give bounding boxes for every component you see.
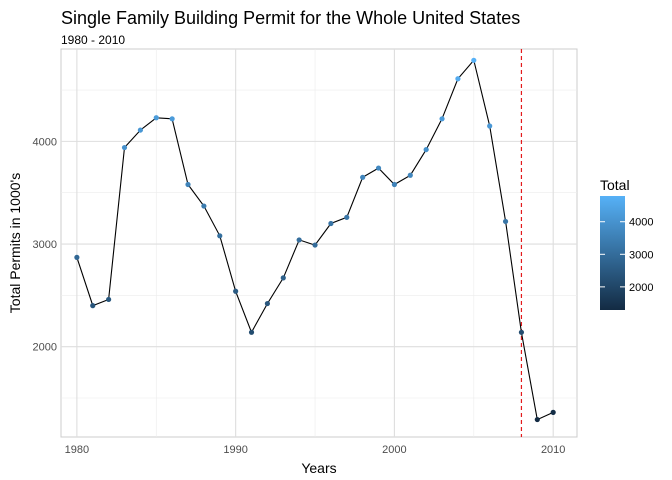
x-axis-title: Years bbox=[301, 460, 336, 476]
data-point bbox=[375, 165, 382, 171]
x-tick-label: 1980 bbox=[65, 444, 89, 456]
data-point bbox=[407, 172, 413, 178]
legend-colorbar bbox=[600, 196, 625, 310]
data-point bbox=[487, 123, 493, 129]
legend-ticks: 2000 3000 4000 bbox=[600, 217, 653, 294]
grid-major bbox=[61, 49, 577, 437]
chart-subtitle: 1980 - 2010 bbox=[61, 33, 125, 47]
data-point bbox=[360, 174, 366, 180]
data-point bbox=[169, 116, 175, 122]
data-point bbox=[185, 181, 191, 188]
data-point bbox=[534, 416, 540, 423]
y-tick-label: 4000 bbox=[33, 136, 57, 148]
chart-title: Single Family Building Permit for the Wh… bbox=[61, 8, 520, 28]
legend-title: Total bbox=[600, 177, 630, 193]
x-axis-ticks: 1980 1990 2000 2010 bbox=[65, 444, 566, 456]
data-point bbox=[502, 218, 509, 225]
legend-tick-label: 2000 bbox=[629, 282, 653, 294]
data-point bbox=[233, 288, 239, 294]
legend: Total 2000 3000 4000 bbox=[600, 177, 653, 310]
data-point bbox=[439, 116, 445, 122]
y-tick-label: 2000 bbox=[33, 342, 57, 354]
x-tick-label: 2010 bbox=[541, 444, 565, 456]
x-tick-label: 2000 bbox=[382, 444, 406, 456]
data-point bbox=[471, 57, 477, 63]
data-point bbox=[217, 233, 223, 239]
points-layer bbox=[74, 57, 556, 423]
data-point bbox=[280, 275, 286, 281]
data-point bbox=[137, 127, 143, 133]
y-axis-title: Total Permits in 1000's bbox=[7, 173, 23, 313]
y-tick-label: 3000 bbox=[33, 239, 57, 251]
data-point bbox=[455, 76, 461, 82]
data-point bbox=[344, 214, 350, 220]
data-point bbox=[550, 409, 556, 415]
data-point bbox=[106, 296, 112, 303]
data-point bbox=[264, 300, 270, 307]
data-point bbox=[296, 237, 302, 243]
data-point bbox=[312, 242, 318, 248]
data-point bbox=[74, 254, 80, 260]
y-axis-ticks: 2000 3000 4000 bbox=[33, 136, 57, 353]
grid-minor bbox=[61, 49, 577, 437]
data-point bbox=[121, 144, 128, 151]
data-point bbox=[391, 181, 398, 188]
x-tick-label: 1990 bbox=[223, 444, 247, 456]
data-point bbox=[423, 146, 429, 153]
data-point bbox=[201, 203, 207, 209]
data-point bbox=[248, 329, 255, 335]
legend-tick-label: 4000 bbox=[629, 217, 653, 229]
plot-panel bbox=[60, 48, 578, 438]
data-point bbox=[518, 329, 525, 335]
legend-tick-label: 3000 bbox=[629, 249, 653, 261]
data-point bbox=[153, 115, 159, 121]
data-point bbox=[90, 303, 96, 309]
data-point bbox=[328, 220, 334, 227]
